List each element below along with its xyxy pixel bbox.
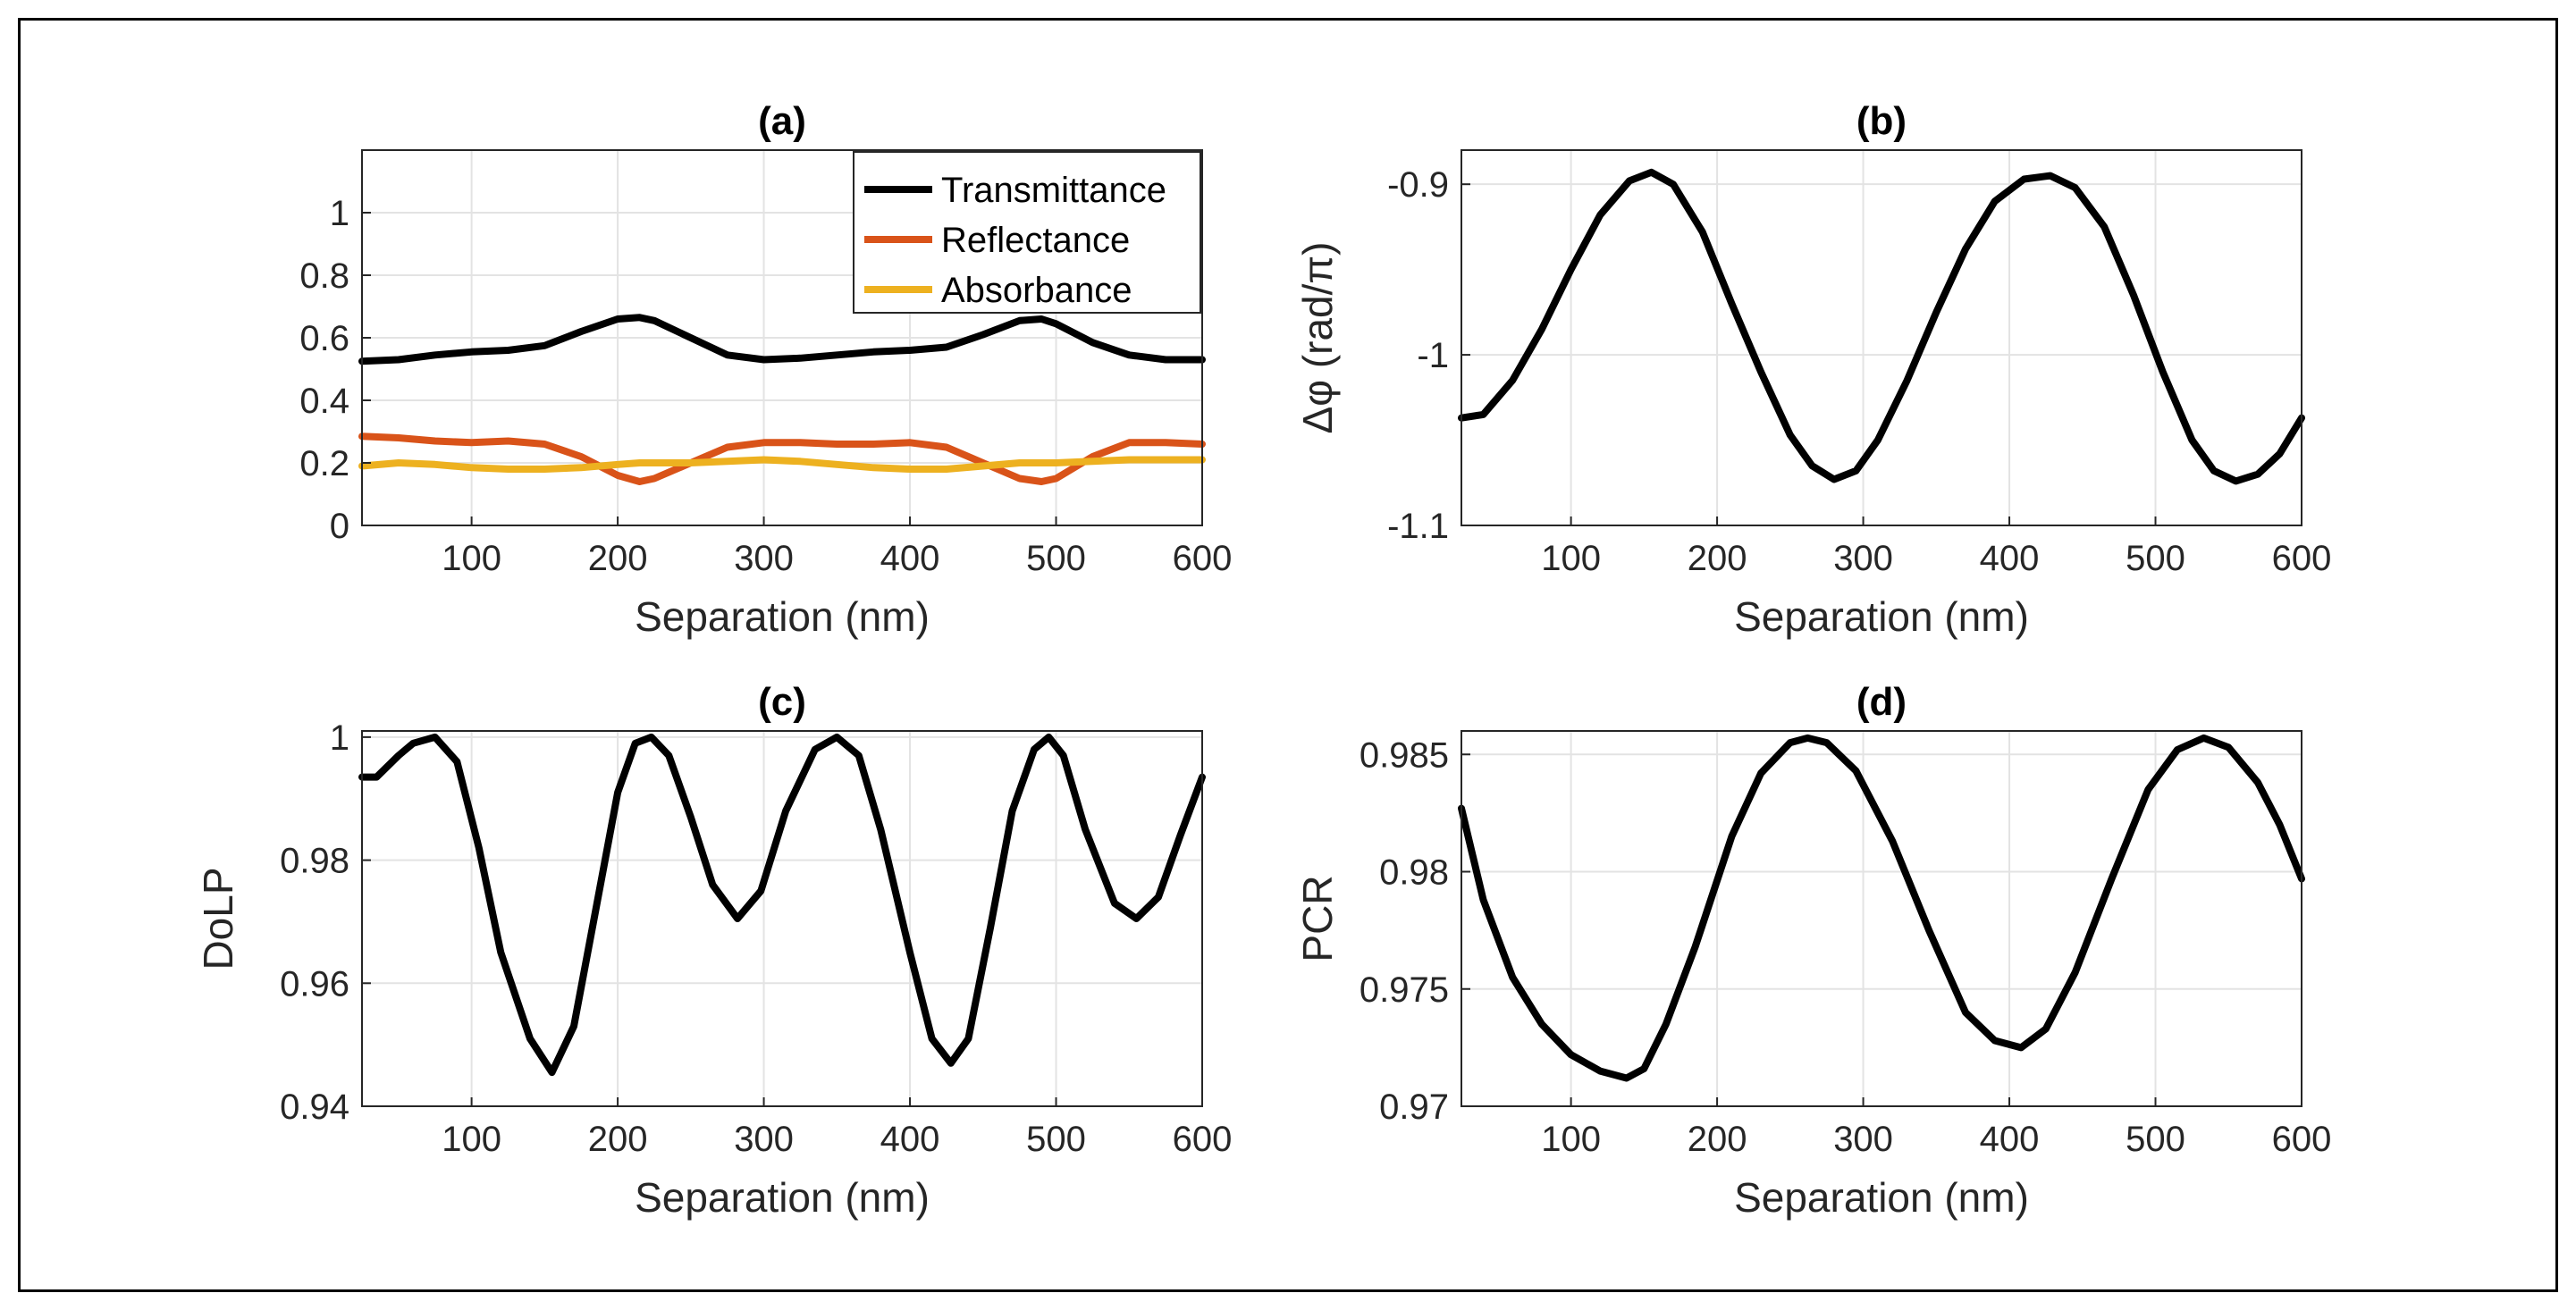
x-tick-label: 500 bbox=[1026, 1120, 1086, 1159]
axes-box bbox=[1461, 149, 2302, 526]
y-tick-label: 0.96 bbox=[280, 964, 349, 1003]
y-tick-label: -0.9 bbox=[1387, 165, 1449, 205]
x-tick-label: 500 bbox=[1026, 539, 1086, 578]
y-tick-label: -1.1 bbox=[1387, 507, 1449, 546]
x-tick-label: 100 bbox=[442, 539, 501, 578]
x-axis-label: Separation (nm) bbox=[635, 593, 930, 640]
chart-c: 100 200 300 400 500 600 0.94 0.96 0.98 1 (c) Separa… bbox=[195, 680, 1232, 1221]
axes-box bbox=[361, 730, 1203, 1107]
y-tick-label: 0.97 bbox=[1379, 1087, 1449, 1127]
chart-b: 100 200 300 400 500 600 -1.1 -1 -0.9 (b) Separatio… bbox=[1294, 99, 2331, 640]
x-tick-label: 200 bbox=[588, 1120, 648, 1159]
y-tick-label: 0.975 bbox=[1360, 970, 1449, 1010]
x-tick-label: 600 bbox=[2272, 539, 2332, 578]
x-tick-label: 400 bbox=[880, 539, 940, 578]
y-axis-label: PCR bbox=[1294, 875, 1341, 962]
plot-area bbox=[1461, 150, 2302, 525]
chart-a: 100 200 300 400 500 600 0 0.2 0.4 0.6 0.8 1 (a) Separ… bbox=[299, 99, 1232, 640]
legend-label: Transmittance bbox=[941, 171, 1166, 210]
x-tick-label: 600 bbox=[2272, 1120, 2332, 1159]
x-axis-label: Separation (nm) bbox=[1734, 1174, 2029, 1221]
y-tick-label: 1 bbox=[330, 194, 349, 233]
y-tick-label: 0.98 bbox=[1379, 853, 1449, 893]
x-tick-label: 300 bbox=[734, 1120, 794, 1159]
chart-d: 100 200 300 400 500 600 0.97 0.975 0.98 0.985 (d) S… bbox=[1294, 680, 2331, 1221]
y-tick-label: 0.985 bbox=[1360, 735, 1449, 775]
y-tick-label: 0.94 bbox=[280, 1087, 349, 1127]
x-tick-label: 300 bbox=[1833, 1120, 1893, 1159]
series-line-- bbox=[1458, 168, 2305, 485]
x-tick-label: 500 bbox=[2126, 1120, 2185, 1159]
y-tick-label: 0.8 bbox=[299, 256, 349, 296]
x-tick-label: 500 bbox=[2126, 539, 2185, 578]
chart-title: (b) bbox=[1856, 99, 1907, 143]
legend-label: Absorbance bbox=[941, 271, 1132, 310]
y-tick-label: -1 bbox=[1417, 336, 1449, 375]
y-tick-label: 0.6 bbox=[299, 319, 349, 358]
legend-label: Reflectance bbox=[941, 221, 1130, 260]
x-tick-label: 200 bbox=[1688, 1120, 1747, 1159]
y-tick-label: 0.4 bbox=[299, 382, 349, 421]
plot-area bbox=[1461, 731, 2302, 1106]
x-tick-label: 400 bbox=[880, 1120, 940, 1159]
x-tick-label: 200 bbox=[1688, 539, 1747, 578]
series-line-dolp bbox=[358, 733, 1206, 1077]
x-tick-label: 100 bbox=[1541, 1120, 1601, 1159]
legend: Transmittance Reflectance Absorbance bbox=[853, 151, 1201, 314]
x-tick-label: 200 bbox=[588, 539, 648, 578]
x-axis-label: Separation (nm) bbox=[1734, 593, 2029, 640]
x-tick-label: 600 bbox=[1173, 539, 1233, 578]
chart-title: (d) bbox=[1856, 680, 1907, 724]
x-tick-label: 300 bbox=[1833, 539, 1893, 578]
y-tick-label: 0 bbox=[330, 507, 349, 546]
x-tick-label: 600 bbox=[1173, 1120, 1233, 1159]
x-axis-label: Separation (nm) bbox=[635, 1174, 930, 1221]
axes-box bbox=[1461, 730, 2302, 1107]
x-tick-label: 100 bbox=[1541, 539, 1601, 578]
figure-frame bbox=[18, 18, 2558, 1292]
y-tick-label: 0.2 bbox=[299, 444, 349, 483]
series-line-absorbance bbox=[358, 456, 1206, 473]
y-axis-label: DoLP bbox=[195, 867, 241, 970]
series-line-pcr bbox=[1458, 734, 2305, 1082]
chart-title: (c) bbox=[758, 680, 806, 724]
y-axis-label: Δφ (rad/π) bbox=[1294, 242, 1341, 434]
x-tick-label: 100 bbox=[442, 1120, 501, 1159]
plot-area bbox=[362, 731, 1202, 1106]
y-tick-label: 1 bbox=[330, 718, 349, 758]
y-tick-label: 0.98 bbox=[280, 842, 349, 881]
x-tick-label: 300 bbox=[734, 539, 794, 578]
x-tick-label: 400 bbox=[1980, 1120, 2040, 1159]
series-line-reflectance bbox=[358, 432, 1206, 485]
series-line-transmittance bbox=[358, 314, 1206, 365]
chart-title: (a) bbox=[758, 99, 806, 143]
x-tick-label: 400 bbox=[1980, 539, 2040, 578]
